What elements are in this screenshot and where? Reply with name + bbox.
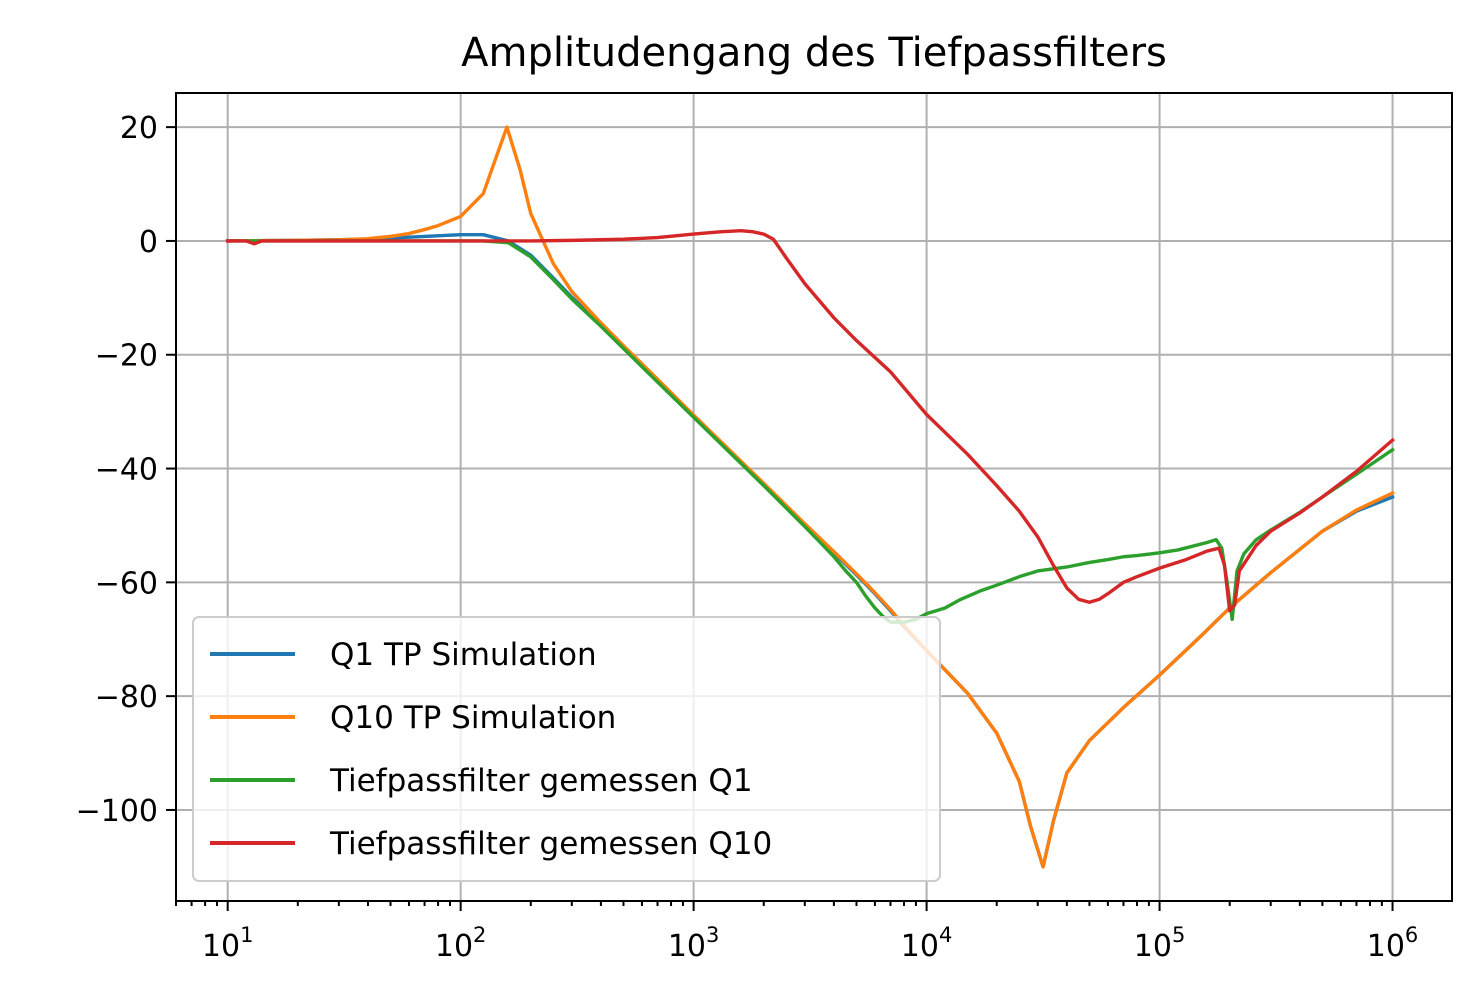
x-tick-base: 10 [202, 929, 240, 964]
series-line-2 [225, 125, 1395, 869]
x-tick-base: 10 [1367, 929, 1405, 964]
series-line-4 [225, 229, 1395, 613]
y-tick-label: −40 [95, 453, 158, 488]
legend: Q1 TP Simulation Q10 TP Simulation Tiefpas… [192, 616, 941, 882]
x-tick-exponent: 1 [240, 923, 253, 947]
chart-title: Amplitudengang des Tiefpassfilters [461, 30, 1167, 76]
y-tick-label: 20 [120, 111, 158, 146]
series-line-3 [225, 239, 1395, 624]
axes-frame [175, 92, 1453, 902]
y-tick-label: −20 [95, 339, 158, 374]
series-layer [225, 125, 1395, 869]
x-tick-base: 10 [435, 929, 473, 964]
x-tick-exponent: 5 [1172, 923, 1185, 947]
x-tick-label: 106 [1367, 923, 1419, 964]
x-tick-base: 10 [901, 929, 939, 964]
x-tick-base: 10 [1134, 929, 1172, 964]
legend-label: Q1 TP Simulation [330, 637, 597, 673]
x-tick-label: 103 [668, 923, 720, 964]
x-tick-label: 101 [202, 923, 254, 964]
x-tick-label: 102 [435, 923, 487, 964]
x-tick-label: 105 [1134, 923, 1186, 964]
x-tick-exponent: 2 [473, 923, 486, 947]
y-tick-label: 0 [139, 225, 158, 260]
legend-label: Q10 TP Simulation [330, 700, 616, 736]
legend-label: Tiefpassfilter gemessen Q1 [329, 763, 753, 799]
x-tick-exponent: 4 [939, 923, 952, 947]
y-tick-label: −60 [95, 566, 158, 601]
x-tick-label: 104 [901, 923, 953, 964]
x-tick-exponent: 3 [706, 923, 719, 947]
y-tick-label: −80 [95, 680, 158, 715]
x-tick-exponent: 6 [1405, 923, 1418, 947]
x-tick-base: 10 [668, 929, 706, 964]
y-tick-label: −100 [76, 794, 158, 829]
legend-label: Tiefpassfilter gemessen Q10 [329, 826, 772, 862]
legend-box [192, 616, 941, 882]
